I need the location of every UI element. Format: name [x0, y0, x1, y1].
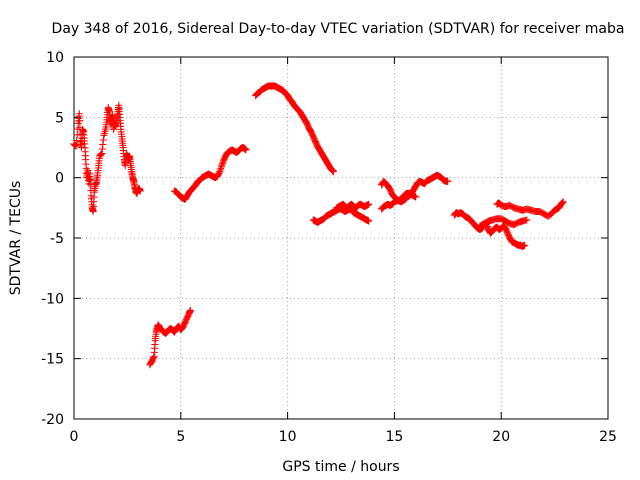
- data-point: [216, 166, 224, 174]
- data-point: [75, 110, 83, 118]
- x-tick-label: 10: [279, 429, 297, 445]
- data-point: [96, 151, 104, 159]
- data-point: [302, 118, 310, 126]
- y-tick-label: -10: [41, 291, 64, 307]
- data-points: [70, 82, 567, 369]
- data-point: [523, 216, 531, 224]
- data-point: [218, 161, 226, 169]
- data-point: [521, 241, 529, 249]
- data-point: [97, 150, 105, 158]
- data-point: [559, 198, 567, 206]
- data-point: [98, 150, 106, 158]
- data-point: [217, 164, 225, 172]
- y-tick-label: 10: [46, 50, 64, 66]
- data-point: [99, 136, 107, 144]
- data-point: [71, 140, 79, 148]
- data-point: [385, 184, 393, 192]
- data-point: [73, 137, 81, 145]
- x-tick-label: 5: [176, 429, 185, 445]
- data-point: [412, 193, 420, 201]
- data-point: [71, 141, 79, 149]
- data-point: [501, 224, 509, 232]
- y-tick-label: -15: [41, 352, 64, 368]
- y-axis-label: SDTVAR / TECUs: [8, 181, 24, 296]
- data-point: [444, 177, 452, 185]
- x-tick-label: 25: [599, 429, 617, 445]
- y-tick-label: 5: [55, 110, 64, 126]
- data-point: [136, 187, 144, 195]
- axis-ticks: 0 5 10 15 20 25 -20 -15 -10 -5 0 5 10: [41, 50, 617, 445]
- data-point: [218, 160, 226, 168]
- x-tick-label: 20: [492, 429, 510, 445]
- data-point: [97, 151, 105, 159]
- data-point: [150, 353, 158, 361]
- chart-title: Day 348 of 2016, Sidereal Day-to-day VTE…: [52, 21, 625, 37]
- x-tick-label: 15: [385, 429, 403, 445]
- y-tick-label: 0: [55, 171, 64, 187]
- data-point: [330, 168, 338, 176]
- data-point: [559, 198, 567, 206]
- data-point: [365, 217, 373, 225]
- data-point: [215, 169, 223, 177]
- data-point: [328, 166, 336, 174]
- data-point: [306, 126, 314, 134]
- data-point: [558, 199, 566, 207]
- data-point: [214, 171, 222, 179]
- x-axis-label: GPS time / hours: [282, 459, 399, 475]
- y-tick-label: -20: [41, 412, 64, 428]
- x-tick-label: 0: [70, 429, 79, 445]
- data-point: [365, 200, 373, 208]
- data-point: [242, 146, 250, 154]
- grid-lines: [74, 57, 608, 419]
- data-point: [217, 163, 225, 171]
- data-point: [216, 167, 224, 175]
- data-point: [99, 140, 107, 148]
- data-point: [147, 359, 155, 367]
- data-point: [186, 306, 194, 314]
- data-point: [178, 324, 186, 332]
- data-point: [76, 117, 84, 125]
- data-point: [98, 145, 106, 153]
- data-point: [558, 200, 566, 208]
- y-tick-label: -5: [50, 231, 64, 247]
